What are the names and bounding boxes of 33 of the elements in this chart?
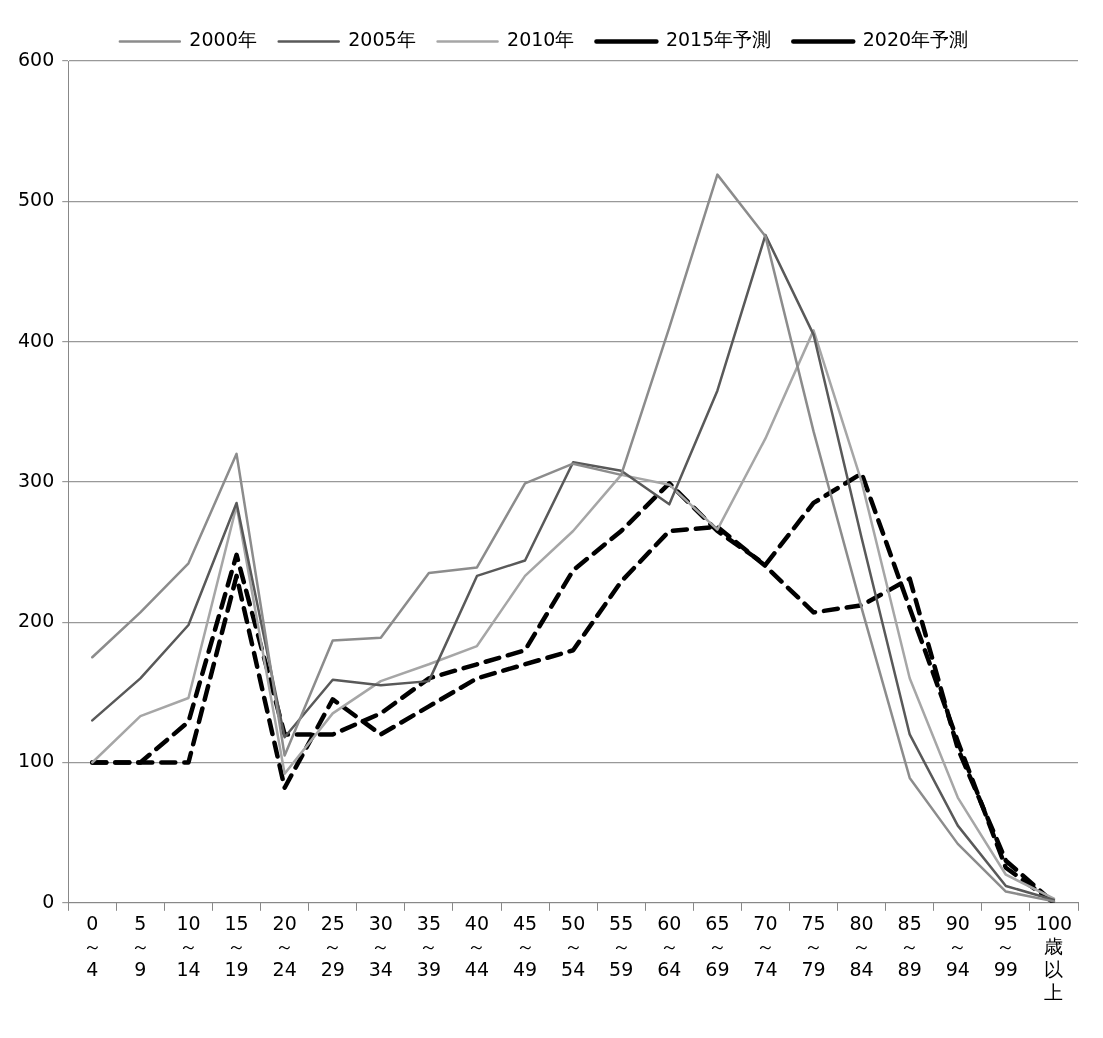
x-tick-label: 65～69 — [705, 912, 730, 980]
y-tick-label: 200 — [18, 609, 55, 632]
x-tick-label: 50～54 — [561, 912, 586, 980]
x-tick-label: 20～24 — [272, 912, 297, 980]
y-tick-label: 100 — [18, 749, 55, 772]
x-tick-label: 70～74 — [753, 912, 778, 980]
legend-label: 2000年 — [189, 28, 257, 51]
x-tick-label: 95～99 — [993, 912, 1018, 980]
legend-label: 2015年予測 — [665, 28, 772, 51]
x-tick-label: 55～59 — [609, 912, 634, 980]
legend-label: 2020年予測 — [862, 28, 969, 51]
x-tick-label: 90～94 — [945, 912, 970, 980]
x-tick-label: 85～89 — [897, 912, 922, 980]
y-tick-label: 0 — [42, 889, 55, 912]
x-tick-label: 30～34 — [368, 912, 393, 980]
x-tick-label: 40～44 — [464, 912, 490, 980]
y-tick-label: 600 — [18, 47, 55, 70]
x-tick-label: 10～14 — [176, 912, 201, 980]
x-tick-label: 100歳以上 — [1035, 912, 1073, 1003]
x-tick-label: 45～49 — [512, 912, 538, 980]
x-tick-label: 60～64 — [657, 912, 682, 980]
x-tick-label: 75～79 — [801, 912, 826, 980]
x-tick-label: 35～39 — [416, 912, 441, 980]
x-tick-label: 80～84 — [849, 912, 874, 980]
y-tick-label: 500 — [18, 188, 55, 211]
x-tick-label: 5～9 — [130, 912, 150, 980]
legend-label: 2010年 — [507, 28, 575, 51]
y-tick-label: 300 — [18, 468, 55, 491]
x-tick-label: 25～29 — [320, 912, 345, 980]
y-tick-label: 400 — [18, 328, 55, 351]
legend-label: 2005年 — [348, 28, 416, 51]
x-tick-label: 0～4 — [82, 912, 102, 980]
x-tick-label: 15～19 — [224, 912, 249, 980]
